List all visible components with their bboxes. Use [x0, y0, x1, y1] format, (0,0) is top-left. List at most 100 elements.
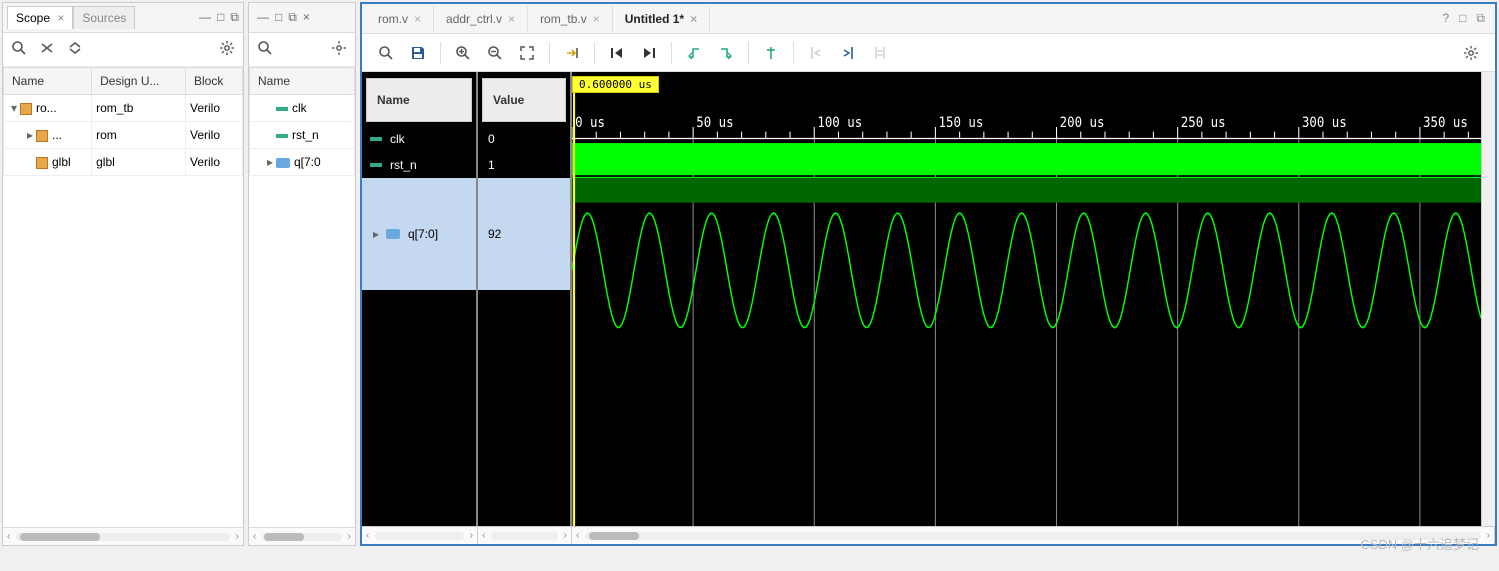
col-design[interactable]: Design U... — [92, 68, 186, 95]
hier-table: Name clkrst_n▸q[7:0 — [249, 67, 355, 176]
scroll-left-icon[interactable]: ‹ — [576, 530, 579, 541]
scroll-right-icon[interactable]: › — [470, 530, 473, 541]
next-transition-icon[interactable] — [712, 39, 740, 67]
signal-name-row[interactable]: clk — [362, 126, 476, 152]
maximize-icon[interactable]: □ — [217, 10, 224, 25]
close-icon[interactable]: × — [303, 10, 310, 25]
prev-marker-icon[interactable] — [802, 39, 830, 67]
table-row[interactable]: glblglblVerilo — [4, 149, 243, 176]
close-icon[interactable]: × — [593, 12, 600, 26]
scope-table: Name Design U... Block ▾ro...rom_tbVeril… — [3, 67, 243, 176]
table-row[interactable]: clk — [250, 95, 355, 122]
watermark: CSDN @十六追梦记 — [1360, 534, 1479, 553]
file-tab-label: rom_tb.v — [540, 12, 587, 26]
close-icon[interactable]: × — [414, 12, 421, 26]
zoom-out-icon[interactable] — [481, 39, 509, 67]
scroll-right-icon[interactable]: › — [1487, 530, 1490, 541]
table-row[interactable]: rst_n — [250, 122, 355, 149]
signal-name: q[7:0] — [408, 227, 438, 241]
first-icon[interactable] — [603, 39, 631, 67]
signal-name-row[interactable]: rst_n — [362, 152, 476, 178]
wave-name-column: Name clkrst_n▸q[7:0] — [362, 72, 478, 526]
close-icon[interactable]: × — [508, 12, 515, 26]
last-icon[interactable] — [635, 39, 663, 67]
tab-scope[interactable]: Scope × — [7, 6, 73, 29]
restore-icon[interactable]: ⧉ — [1476, 11, 1485, 26]
scroll-left-icon[interactable]: ‹ — [366, 530, 369, 541]
module-icon — [36, 130, 48, 142]
tree-toggle-icon[interactable]: ▸ — [24, 128, 36, 142]
table-row[interactable]: ▸q[7:0 — [250, 149, 355, 176]
file-tab[interactable]: rom_tb.v × — [528, 6, 613, 32]
goto-cursor-icon[interactable] — [558, 39, 586, 67]
scroll-left-icon[interactable]: ‹ — [253, 531, 256, 542]
maximize-icon[interactable]: □ — [1459, 11, 1466, 26]
add-marker-icon[interactable] — [757, 39, 785, 67]
tree-toggle-icon[interactable]: ▾ — [8, 101, 20, 115]
table-row[interactable]: ▾ro...rom_tbVerilo — [4, 95, 243, 122]
bus-icon — [276, 158, 290, 168]
svg-text:300 us: 300 us — [1302, 115, 1347, 131]
gear-icon[interactable] — [1457, 39, 1485, 67]
signal-value: 0 — [488, 132, 495, 146]
file-tab[interactable]: Untitled 1* × — [613, 6, 710, 32]
gear-icon[interactable] — [219, 40, 235, 59]
tree-toggle-icon[interactable]: ▸ — [370, 227, 382, 241]
module-icon — [20, 103, 32, 115]
scope-toolbar — [3, 33, 243, 67]
scope-hscroll[interactable]: ‹ › — [3, 527, 243, 545]
scroll-left-icon[interactable]: ‹ — [7, 531, 10, 542]
waveform-svg: 0 us50 us100 us150 us200 us250 us300 us3… — [572, 72, 1481, 526]
file-tabs: rom.v×addr_ctrl.v×rom_tb.v×Untitled 1*× … — [362, 4, 1495, 34]
col-name[interactable]: Name — [4, 68, 92, 95]
collapse-icon[interactable] — [39, 40, 55, 59]
wave-vscroll[interactable] — [1481, 72, 1495, 526]
help-icon[interactable]: ? — [1442, 11, 1449, 26]
svg-text:50 us: 50 us — [696, 115, 733, 131]
gear-icon[interactable] — [331, 40, 347, 59]
tab-sources[interactable]: Sources — [73, 6, 135, 29]
minimize-icon[interactable]: — — [199, 10, 211, 25]
prev-transition-icon[interactable] — [680, 39, 708, 67]
zoom-in-icon[interactable] — [449, 39, 477, 67]
wave-bottom-scroll: ‹ › ‹ › ‹ › — [362, 526, 1495, 544]
file-tab[interactable]: addr_ctrl.v × — [434, 6, 528, 32]
zoom-fit-icon[interactable] — [513, 39, 541, 67]
tab-scope-label: Scope — [16, 11, 50, 25]
signal-name: rst_n — [390, 158, 417, 172]
signal-name-row[interactable]: ▸ q[7:0] — [362, 178, 476, 290]
maximize-icon[interactable]: □ — [275, 10, 282, 25]
file-tab-label: Untitled 1* — [625, 12, 684, 26]
search-icon[interactable] — [257, 40, 273, 59]
svg-text:200 us: 200 us — [1060, 115, 1105, 131]
scope-tabs: Scope × Sources — □ ⧉ — [3, 3, 243, 33]
expand-icon[interactable] — [67, 40, 83, 59]
search-icon[interactable] — [372, 39, 400, 67]
col-name[interactable]: Name — [250, 68, 355, 95]
cursor-time-badge: 0.600000 us — [572, 76, 659, 93]
tree-toggle-icon[interactable]: ▸ — [264, 155, 276, 169]
restore-icon[interactable]: ⧉ — [230, 10, 239, 25]
svg-text:150 us: 150 us — [938, 115, 983, 131]
search-icon[interactable] — [11, 40, 27, 59]
file-tab[interactable]: rom.v × — [366, 6, 434, 32]
hier-hscroll[interactable]: ‹ › — [249, 527, 355, 545]
scroll-left-icon[interactable]: ‹ — [482, 530, 485, 541]
minimize-icon[interactable]: — — [257, 10, 269, 25]
wave-plot[interactable]: 0.600000 us 0 us50 us100 us150 us200 us2… — [572, 72, 1481, 526]
scroll-right-icon[interactable]: › — [348, 531, 351, 542]
next-marker-icon[interactable] — [834, 39, 862, 67]
close-icon[interactable]: × — [690, 12, 697, 26]
file-tab-label: rom.v — [378, 12, 408, 26]
close-icon[interactable]: × — [57, 11, 64, 25]
scroll-right-icon[interactable]: › — [564, 530, 567, 541]
save-icon[interactable] — [404, 39, 432, 67]
signal-name: clk — [390, 132, 405, 146]
col-block[interactable]: Block — [186, 68, 243, 95]
signal-value-row: 0 — [478, 126, 570, 152]
table-row[interactable]: ▸...romVerilo — [4, 122, 243, 149]
swap-markers-icon[interactable] — [866, 39, 894, 67]
file-tab-label: addr_ctrl.v — [446, 12, 502, 26]
restore-icon[interactable]: ⧉ — [288, 10, 297, 25]
scroll-right-icon[interactable]: › — [236, 531, 239, 542]
